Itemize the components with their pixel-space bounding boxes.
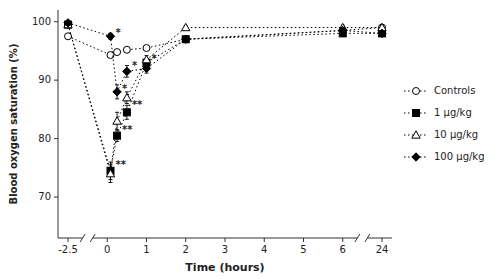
x-tick [264, 238, 265, 242]
error-cap [115, 141, 119, 142]
point [113, 88, 121, 96]
legend-marker [413, 88, 420, 95]
y-tick-label: 80 [38, 133, 51, 144]
point [142, 64, 150, 72]
point [113, 117, 121, 124]
chart: 70 80 90 100 Blood oxygen saturation (%) -2.5… [0, 0, 500, 279]
point [107, 52, 114, 59]
point [65, 33, 72, 40]
legend-marker [412, 131, 420, 138]
annotation: ** [132, 99, 143, 110]
point [142, 55, 150, 62]
y-axis-label: Blood oxygen saturation (%) [8, 44, 19, 205]
y-tick [54, 138, 58, 139]
error-cap [125, 103, 129, 104]
y-tick [54, 80, 58, 81]
error-cap [109, 162, 113, 163]
annotation: * [116, 27, 122, 38]
point [114, 49, 121, 56]
legend-label: 10 µg/kg [434, 129, 478, 140]
annotation: * [132, 60, 138, 71]
annotation: ** [122, 124, 133, 135]
legend-marker [413, 110, 420, 117]
point [378, 29, 386, 37]
y-tick [54, 197, 58, 198]
error-cap [125, 77, 129, 78]
point [143, 45, 150, 52]
annotation: * [122, 83, 128, 94]
x-tick-label: 0 [104, 244, 110, 255]
x-axis-line [367, 238, 392, 239]
series-line [68, 25, 382, 174]
error-cap [125, 65, 129, 66]
x-tick-label: 3 [222, 244, 228, 255]
x-tick [146, 238, 147, 242]
error-cap [115, 84, 119, 85]
x-tick [68, 238, 69, 242]
legend-label: 1 µg/kg [434, 107, 472, 118]
x-tick-label: 24 [376, 244, 389, 255]
x-tick-label: -2.5 [58, 244, 78, 255]
point [182, 36, 189, 43]
series-line [68, 23, 382, 92]
x-tick [107, 238, 108, 242]
legend-marker [412, 153, 420, 161]
error-cap [109, 182, 113, 183]
point [182, 36, 189, 43]
error-cap [115, 129, 119, 130]
annotation: * [152, 53, 158, 64]
error-cap [115, 98, 119, 99]
point [123, 46, 130, 53]
point [106, 169, 114, 176]
point [106, 32, 114, 40]
axis-break [355, 234, 360, 242]
point [114, 132, 121, 139]
point [123, 67, 131, 75]
x-tick [225, 238, 226, 242]
x-axis-line [58, 238, 83, 239]
x-tick-label: 6 [340, 244, 346, 255]
point [339, 26, 347, 34]
point [182, 23, 190, 30]
y-tick-label: 100 [32, 16, 51, 27]
error-cap [115, 112, 119, 113]
x-tick [303, 238, 304, 242]
error-cap [125, 105, 129, 106]
annotation: ** [116, 159, 127, 170]
x-tick-label: 4 [261, 244, 267, 255]
error-cap [109, 164, 113, 165]
error-cap [115, 129, 119, 130]
legend: Controls 1 µg/kg 10 µg/kg 100 µg/kg [404, 85, 484, 162]
legend-label: Controls [434, 85, 475, 96]
plot-area [64, 19, 386, 183]
legend-label: 100 µg/kg [434, 151, 484, 162]
point [64, 19, 72, 27]
y-axis-line [58, 10, 59, 238]
point [339, 27, 346, 34]
series-line [68, 25, 382, 171]
x-tick-label: 2 [183, 244, 189, 255]
point [123, 109, 130, 116]
point [123, 93, 131, 100]
y-tick [54, 21, 58, 22]
point [182, 35, 190, 43]
x-tick-label: 1 [143, 244, 149, 255]
x-tick-label: 5 [300, 244, 306, 255]
y-tick-label: 90 [38, 74, 51, 85]
x-tick [342, 238, 343, 242]
x-axis-label: Time (hours) [185, 261, 264, 274]
axis-break [80, 234, 85, 242]
series-line [68, 28, 382, 55]
x-tick [185, 238, 186, 242]
error-cap [125, 119, 129, 120]
x-tick [382, 238, 383, 242]
y-tick-label: 70 [38, 191, 51, 202]
point [379, 30, 386, 37]
